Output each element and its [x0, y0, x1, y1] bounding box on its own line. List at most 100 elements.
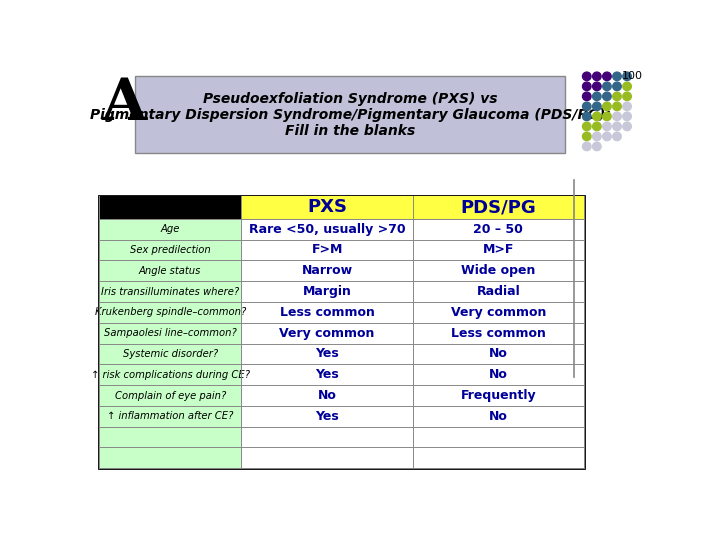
FancyBboxPatch shape: [99, 406, 241, 427]
Text: Angle status: Angle status: [139, 266, 202, 276]
Text: F>M: F>M: [312, 244, 343, 256]
FancyBboxPatch shape: [241, 448, 413, 468]
Circle shape: [593, 132, 601, 140]
Text: Very common: Very common: [279, 327, 375, 340]
Text: Rare <50, usually >70: Rare <50, usually >70: [249, 222, 405, 235]
Text: No: No: [318, 389, 336, 402]
FancyBboxPatch shape: [413, 281, 584, 302]
FancyBboxPatch shape: [241, 427, 413, 448]
FancyBboxPatch shape: [99, 195, 584, 468]
Text: Yes: Yes: [315, 410, 339, 423]
Circle shape: [613, 72, 621, 80]
Text: Less common: Less common: [279, 306, 374, 319]
Circle shape: [582, 112, 591, 120]
FancyBboxPatch shape: [413, 302, 584, 323]
FancyBboxPatch shape: [413, 219, 584, 240]
Circle shape: [582, 72, 591, 80]
Circle shape: [582, 92, 591, 100]
FancyBboxPatch shape: [241, 240, 413, 260]
Text: ↑ inflammation after CE?: ↑ inflammation after CE?: [107, 411, 233, 421]
FancyBboxPatch shape: [241, 260, 413, 281]
FancyBboxPatch shape: [413, 406, 584, 427]
FancyBboxPatch shape: [99, 343, 241, 364]
Circle shape: [582, 122, 591, 131]
Text: PXS: PXS: [307, 198, 347, 216]
Text: Yes: Yes: [315, 368, 339, 381]
Circle shape: [603, 132, 611, 140]
Text: Wide open: Wide open: [462, 264, 536, 277]
Circle shape: [623, 82, 631, 91]
Text: Frequently: Frequently: [461, 389, 536, 402]
Circle shape: [613, 92, 621, 100]
Circle shape: [613, 82, 621, 91]
FancyBboxPatch shape: [99, 240, 241, 260]
Text: Iris transilluminates where?: Iris transilluminates where?: [101, 287, 239, 296]
Text: A: A: [102, 76, 147, 132]
Text: Yes: Yes: [315, 347, 339, 360]
Text: Krukenberg spindle–common?: Krukenberg spindle–common?: [94, 307, 246, 318]
FancyBboxPatch shape: [99, 219, 241, 240]
FancyBboxPatch shape: [413, 240, 584, 260]
Text: Radial: Radial: [477, 285, 521, 298]
Circle shape: [603, 92, 611, 100]
Text: No: No: [489, 368, 508, 381]
Text: Pseudoexfoliation Syndrome (PXS) vs
Pigmentary Dispersion Syndrome/Pigmentary Gl: Pseudoexfoliation Syndrome (PXS) vs Pigm…: [89, 92, 611, 138]
Circle shape: [603, 102, 611, 111]
Circle shape: [623, 72, 631, 80]
FancyBboxPatch shape: [241, 343, 413, 364]
FancyBboxPatch shape: [241, 302, 413, 323]
Circle shape: [613, 112, 621, 120]
Circle shape: [623, 122, 631, 131]
FancyBboxPatch shape: [241, 406, 413, 427]
FancyBboxPatch shape: [241, 364, 413, 385]
FancyBboxPatch shape: [413, 385, 584, 406]
Circle shape: [623, 112, 631, 120]
Text: Systemic disorder?: Systemic disorder?: [122, 349, 217, 359]
Text: Less common: Less common: [451, 327, 546, 340]
Circle shape: [593, 102, 601, 111]
FancyBboxPatch shape: [135, 76, 565, 153]
FancyBboxPatch shape: [99, 260, 241, 281]
Text: No: No: [489, 410, 508, 423]
Circle shape: [593, 92, 601, 100]
FancyBboxPatch shape: [99, 427, 241, 448]
FancyBboxPatch shape: [413, 323, 584, 343]
Circle shape: [582, 82, 591, 91]
Text: 20 – 50: 20 – 50: [474, 222, 523, 235]
FancyBboxPatch shape: [99, 448, 241, 468]
Circle shape: [623, 102, 631, 111]
Text: Sampaolesi line–common?: Sampaolesi line–common?: [104, 328, 237, 338]
Circle shape: [603, 122, 611, 131]
FancyBboxPatch shape: [413, 343, 584, 364]
FancyBboxPatch shape: [241, 385, 413, 406]
Text: Complain of eye pain?: Complain of eye pain?: [114, 390, 226, 401]
Text: PDS/PG: PDS/PG: [461, 198, 536, 216]
FancyBboxPatch shape: [241, 219, 413, 240]
Circle shape: [582, 102, 591, 111]
Circle shape: [613, 132, 621, 140]
Text: 100: 100: [621, 71, 642, 81]
Text: ↑ risk complications during CE?: ↑ risk complications during CE?: [91, 370, 250, 380]
FancyBboxPatch shape: [241, 323, 413, 343]
Text: Margin: Margin: [302, 285, 351, 298]
Circle shape: [593, 72, 601, 80]
Circle shape: [603, 82, 611, 91]
Text: Very common: Very common: [451, 306, 546, 319]
FancyBboxPatch shape: [413, 195, 584, 219]
FancyBboxPatch shape: [413, 427, 584, 448]
Text: M>F: M>F: [482, 244, 514, 256]
Circle shape: [613, 122, 621, 131]
Text: No: No: [489, 347, 508, 360]
Circle shape: [593, 142, 601, 151]
Circle shape: [603, 112, 611, 120]
FancyBboxPatch shape: [241, 195, 413, 219]
Circle shape: [623, 92, 631, 100]
Circle shape: [582, 132, 591, 140]
Text: Narrow: Narrow: [302, 264, 353, 277]
FancyBboxPatch shape: [413, 260, 584, 281]
FancyBboxPatch shape: [99, 385, 241, 406]
Circle shape: [593, 82, 601, 91]
FancyBboxPatch shape: [99, 281, 241, 302]
Text: Age: Age: [161, 224, 180, 234]
Circle shape: [613, 102, 621, 111]
